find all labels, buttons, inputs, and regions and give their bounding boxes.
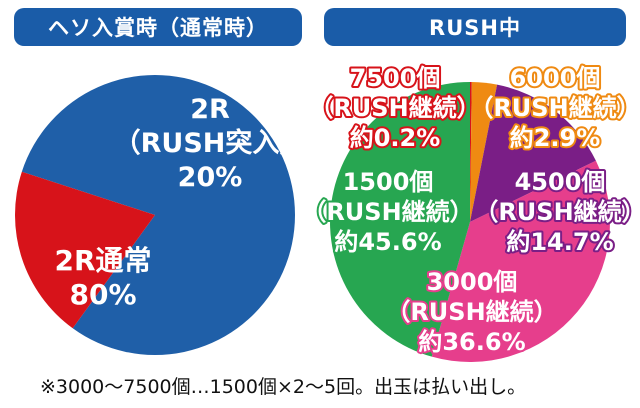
pie1-slice-p6000 — [470, 82, 498, 222]
right-chart-header: RUSH中 — [324, 8, 626, 46]
label-normal: 2R通常 80% — [54, 244, 151, 311]
label-p6000: 6000個（RUSH継続）約2.9% — [469, 64, 640, 152]
label-p3000: 3000個（RUSH継続）約36.6% — [386, 268, 557, 356]
label-p4500: 4500個（RUSH継続）約14.7% — [474, 168, 640, 256]
label-entry: 2R （RUSH突入） 20% — [114, 94, 307, 193]
pie1-slice-p1500 — [330, 82, 470, 357]
pie0-slice-entry — [14, 171, 155, 329]
footnote: ※3000〜7500個…1500個×2〜5回。出玉は払い出し。 — [40, 376, 527, 398]
pie1-slice-p4500 — [470, 84, 596, 223]
left-chart-header: ヘソ入賞時（通常時） — [14, 8, 302, 46]
label-p7500: 7500個（RUSH継続）約0.2% — [309, 64, 480, 152]
pie1-slice-p7500 — [470, 81, 472, 222]
pie0-slice-normal — [21, 74, 295, 355]
label-p1500: 1500個（RUSH継続）約45.6% — [302, 168, 473, 256]
pie1-slice-p3000 — [431, 160, 611, 362]
pie-charts: 2R （RUSH突入） 20% 2R通常 80% 7500個（RUSH継続）約0.2%60… — [14, 62, 640, 362]
